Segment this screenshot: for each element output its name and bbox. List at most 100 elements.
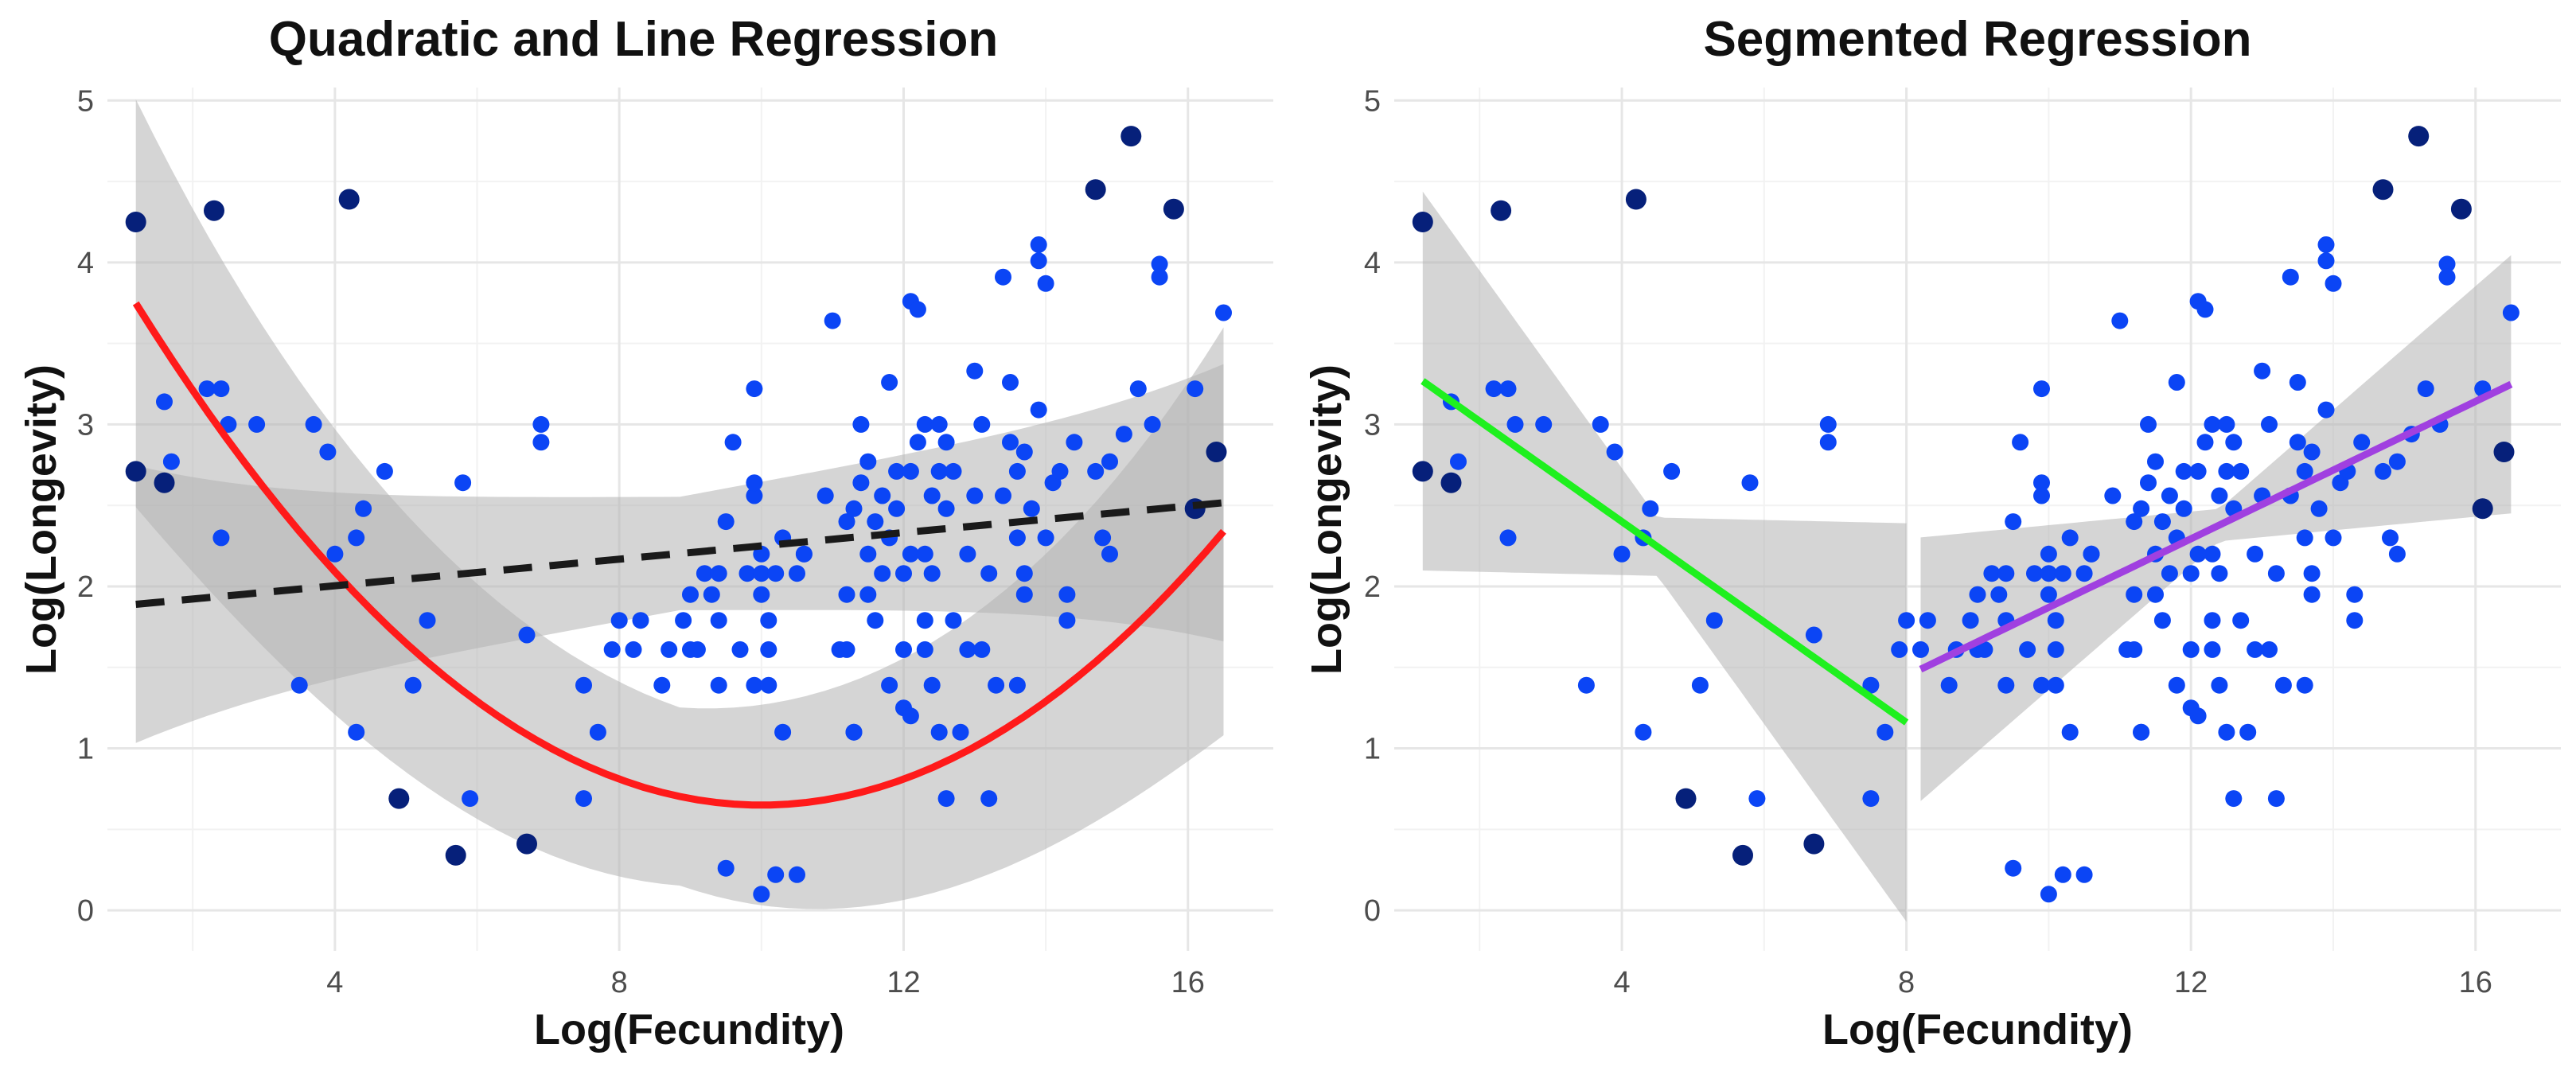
data-point — [2211, 487, 2228, 504]
data-point — [2026, 565, 2043, 582]
data-point — [2325, 529, 2342, 547]
data-point — [2126, 513, 2143, 531]
data-point — [2054, 866, 2071, 883]
data-point — [2133, 723, 2150, 741]
data-point — [2296, 529, 2313, 547]
data-point — [1015, 586, 1033, 603]
data-point — [909, 434, 926, 451]
data-point — [2247, 545, 2264, 563]
y-tick-label: 5 — [1364, 84, 1381, 118]
data-point — [388, 788, 410, 809]
data-point — [874, 487, 891, 504]
data-point — [1997, 565, 2015, 582]
y-tick-label: 1 — [1364, 733, 1381, 766]
ribbon-segment-left — [1422, 191, 1907, 922]
data-point — [2303, 565, 2321, 582]
data-point — [995, 268, 1011, 286]
data-point — [930, 415, 948, 433]
data-point — [2218, 723, 2235, 741]
data-point — [909, 301, 926, 318]
data-point — [859, 453, 877, 470]
data-point — [2388, 453, 2406, 470]
data-point — [1002, 434, 1019, 451]
data-point — [710, 565, 727, 582]
x-tick-label: 16 — [2459, 966, 2492, 999]
data-point — [516, 833, 537, 855]
scatter-points — [125, 126, 1232, 903]
data-point — [518, 626, 536, 644]
data-point — [2375, 462, 2391, 480]
data-point — [625, 641, 642, 658]
data-point — [1440, 472, 1462, 493]
data-point — [2289, 374, 2306, 391]
data-point — [2218, 415, 2235, 433]
fit-lines — [1421, 378, 2513, 726]
data-point — [2493, 442, 2515, 462]
data-point — [1450, 453, 1467, 470]
data-point — [1642, 500, 1659, 517]
data-point — [1030, 401, 1047, 419]
data-point — [774, 723, 792, 741]
data-point — [2254, 362, 2271, 380]
data-point — [2182, 641, 2200, 658]
data-point — [1506, 415, 1524, 433]
data-point — [838, 513, 855, 531]
data-point — [2182, 565, 2200, 582]
data-point — [1030, 252, 1047, 270]
data-point — [2196, 434, 2214, 451]
data-point — [952, 723, 969, 741]
x-tick-label: 4 — [326, 966, 343, 999]
data-point — [198, 380, 216, 398]
data-point — [1129, 380, 1147, 398]
data-point — [881, 676, 898, 694]
data-point — [845, 500, 863, 517]
data-point — [1748, 790, 1766, 808]
data-point — [2204, 545, 2221, 563]
data-point — [2239, 723, 2257, 741]
data-point — [923, 565, 941, 582]
data-point — [2232, 462, 2250, 480]
data-point — [1115, 426, 1132, 443]
data-point — [1962, 612, 1979, 629]
data-point — [653, 676, 671, 694]
data-point — [1997, 676, 2015, 694]
data-point — [2303, 443, 2321, 461]
x-tick-label: 4 — [1613, 966, 1630, 999]
data-point — [1151, 255, 1168, 273]
data-point — [2204, 641, 2221, 658]
data-point — [1030, 236, 1047, 253]
data-point — [1491, 200, 1512, 221]
data-point — [1066, 434, 1083, 451]
data-point — [2317, 236, 2335, 253]
data-point — [753, 565, 770, 582]
fit-line-segment-right — [1919, 380, 2513, 673]
data-point — [2189, 545, 2207, 563]
data-point — [1803, 833, 1825, 855]
data-point — [789, 565, 805, 582]
data-point — [945, 612, 962, 629]
data-point — [916, 641, 933, 658]
data-point — [2075, 866, 2093, 883]
data-point — [845, 723, 863, 741]
data-point — [376, 462, 393, 480]
data-point — [1144, 415, 1161, 433]
data-point — [724, 434, 742, 451]
data-point — [2211, 676, 2228, 694]
data-point — [753, 586, 770, 603]
data-point — [1015, 565, 1033, 582]
data-point — [746, 474, 763, 492]
y-tick-label: 3 — [1364, 408, 1381, 442]
y-tick-label: 2 — [77, 570, 94, 604]
data-point — [966, 362, 984, 380]
data-point — [2204, 415, 2221, 433]
data-point — [2040, 886, 2057, 903]
data-point — [2126, 586, 2143, 603]
data-point — [888, 500, 906, 517]
fit-lines — [132, 301, 1226, 809]
data-point — [2189, 707, 2207, 725]
data-point — [838, 641, 855, 658]
data-point — [404, 676, 422, 694]
data-point — [2274, 676, 2292, 694]
